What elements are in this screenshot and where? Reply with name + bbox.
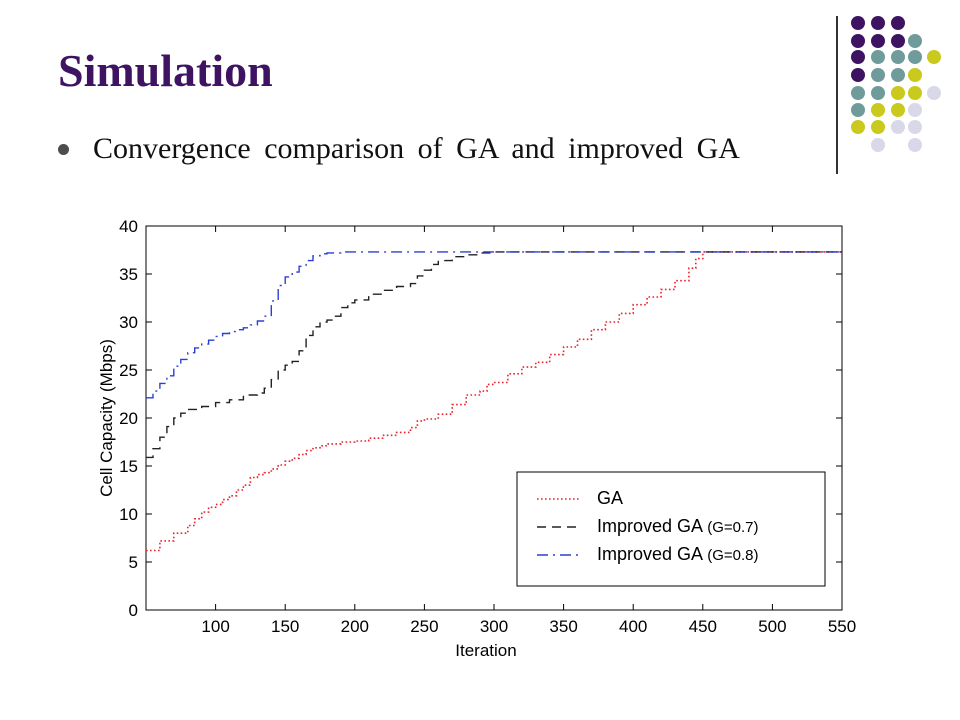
- x-tick-label: 300: [480, 617, 508, 636]
- decor-dot: [891, 34, 905, 48]
- legend-label: GA: [597, 488, 623, 508]
- decor-dot: [891, 86, 905, 100]
- y-tick-label: 20: [119, 409, 138, 428]
- bullet-item: Convergence comparison of GA and improve…: [58, 132, 740, 166]
- legend-series-suffix: (G=0.7): [703, 519, 758, 536]
- y-tick-label: 40: [119, 217, 138, 236]
- x-tick-label: 500: [758, 617, 786, 636]
- y-tick-label: 25: [119, 361, 138, 380]
- x-tick-label: 150: [271, 617, 299, 636]
- decorative-divider: [836, 16, 838, 174]
- decor-dot: [871, 50, 885, 64]
- decor-dot: [851, 16, 865, 30]
- decor-dot: [871, 120, 885, 134]
- decor-dot: [871, 68, 885, 82]
- decor-dot: [871, 138, 885, 152]
- slide-title: Simulation: [58, 45, 273, 96]
- y-axis-label: Cell Capacity (Mbps): [97, 339, 116, 497]
- x-tick-label: 250: [410, 617, 438, 636]
- decor-dot: [908, 34, 922, 48]
- x-axis-label: Iteration: [455, 641, 516, 660]
- y-tick-label: 15: [119, 457, 138, 476]
- decor-dot: [908, 86, 922, 100]
- x-tick-label: 550: [828, 617, 856, 636]
- y-tick-label: 5: [129, 553, 138, 572]
- decor-dot: [891, 68, 905, 82]
- decor-dot: [908, 120, 922, 134]
- legend-series-name: GA: [597, 488, 623, 508]
- legend-box: [516, 471, 826, 587]
- decor-dot: [891, 16, 905, 30]
- decor-dot: [851, 50, 865, 64]
- convergence-chart: 0 5 10 15 20 25 30 35 40 100 150 200 250 300 350 400 450…: [97, 217, 856, 660]
- decor-dot: [891, 120, 905, 134]
- decor-dot: [871, 86, 885, 100]
- decor-dot: [908, 50, 922, 64]
- legend-label: Improved GA (G=0.8): [597, 544, 758, 564]
- bullet-text: Convergence comparison of GA and improve…: [93, 132, 740, 165]
- decor-dot: [851, 103, 865, 117]
- decor-dot: [908, 103, 922, 117]
- decor-dot: [871, 34, 885, 48]
- decor-dot: [851, 68, 865, 82]
- x-tick-label: 400: [619, 617, 647, 636]
- decor-dot: [927, 50, 941, 64]
- decor-dot: [851, 34, 865, 48]
- y-tick-label: 10: [119, 505, 138, 524]
- x-tick-label: 450: [689, 617, 717, 636]
- x-tick-label: 350: [549, 617, 577, 636]
- decor-dot: [927, 86, 941, 100]
- series-line-3: [146, 251, 842, 399]
- decor-dot: [871, 103, 885, 117]
- decor-dot: [891, 50, 905, 64]
- bullet-dot-icon: [58, 143, 69, 155]
- series-line-2: [146, 251, 842, 459]
- decor-dot: [851, 86, 865, 100]
- decor-dot: [891, 103, 905, 117]
- decor-dot: [871, 16, 885, 30]
- y-tick-label: 30: [119, 313, 138, 332]
- x-tick-label: 200: [341, 617, 369, 636]
- legend-series-name: Improved GA: [597, 544, 703, 564]
- legend-series-suffix: (G=0.8): [703, 547, 758, 564]
- legend-label: Improved GA (G=0.7): [597, 516, 758, 536]
- x-tick-label: 100: [201, 617, 229, 636]
- decor-dot: [908, 68, 922, 82]
- legend-series-name: Improved GA: [597, 516, 703, 536]
- decor-dot: [908, 138, 922, 152]
- y-tick-label: 0: [129, 601, 138, 620]
- decor-dot: [851, 120, 865, 134]
- y-tick-label: 35: [119, 265, 138, 284]
